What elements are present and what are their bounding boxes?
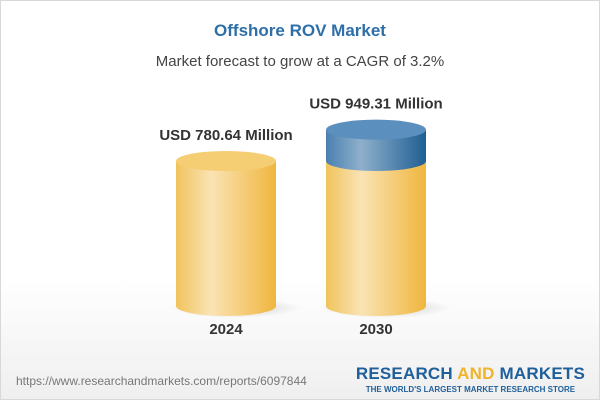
logo-text-research: RESEARCH [355,364,458,383]
bar-top-2030 [326,119,426,140]
logo-text-markets: MARKETS [494,364,585,383]
chart-subtitle: Market forecast to grow at a CAGR of 3.2… [155,53,445,70]
bar-growth-2030 [326,129,426,171]
category-label: 2030 [359,321,392,338]
logo-tagline: THE WORLD'S LARGEST MARKET RESEARCH STOR… [365,385,576,394]
bar-top-2024 [176,151,276,171]
chart-title: Offshore ROV Market [214,21,386,40]
source-url[interactable]: https://www.researchandmarkets.com/repor… [16,374,307,388]
logo-text-and: AND [457,364,495,383]
bar-base-2030 [326,161,426,316]
data-label: USD 780.64 Million [159,127,292,144]
brand-logo: RESEARCH AND MARKETS THE WORLD'S LARGEST… [356,364,585,394]
category-label: 2024 [209,321,243,338]
data-label: USD 949.31 Million [309,96,442,113]
bar-base-2024 [176,161,276,316]
